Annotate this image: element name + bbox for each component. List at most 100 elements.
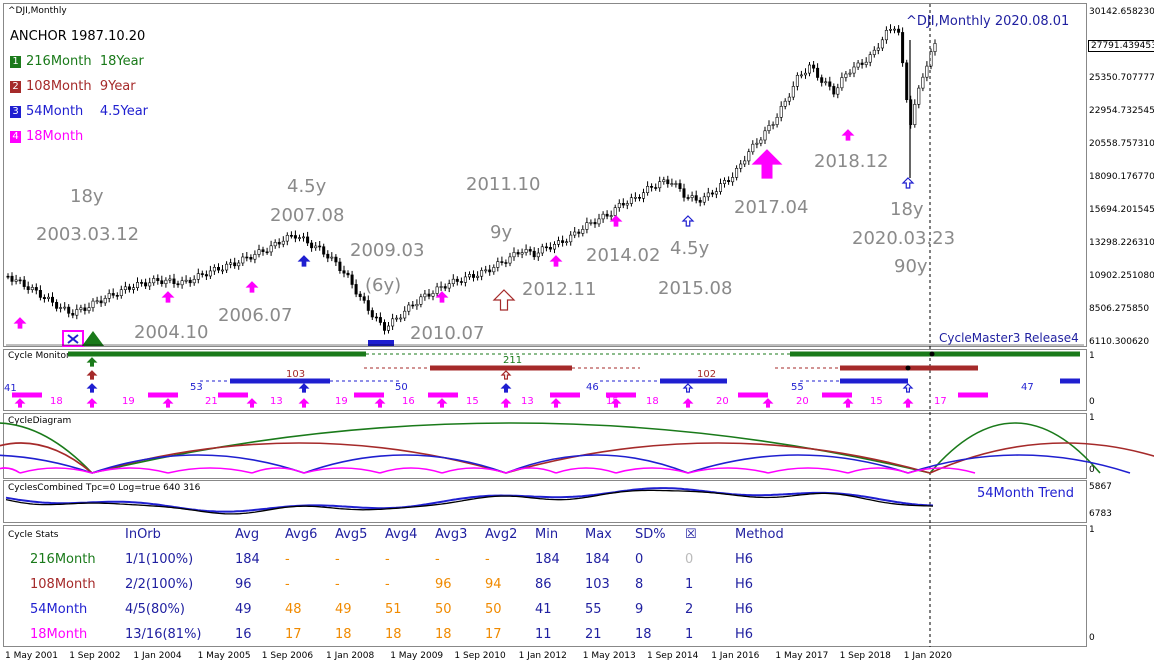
candle-body <box>516 252 520 255</box>
cycle-arrow-icon <box>902 383 914 393</box>
candle-body <box>386 325 390 331</box>
cycle-arc <box>907 454 1131 474</box>
stats-cell: 1 <box>685 577 694 592</box>
price-tick: 13298.226310 <box>1089 238 1154 248</box>
candle-body <box>455 278 459 282</box>
candle-body <box>140 282 144 284</box>
candle-body <box>577 231 581 234</box>
candle-body <box>824 81 828 84</box>
stats-header: Avg2 <box>485 527 518 542</box>
stats-cell: 50 <box>485 602 502 617</box>
stats-header: Method <box>735 527 784 542</box>
candle-body <box>306 236 310 244</box>
candle-body <box>561 240 565 243</box>
current-price-tag: 27791.439453 <box>1088 40 1154 52</box>
candle-body <box>79 307 83 310</box>
cycle-box-icon <box>67 334 79 344</box>
chart-title-right: ^DJI,Monthly 2020.08.01 <box>906 14 1070 29</box>
candle-body <box>597 218 601 225</box>
stats-header: SD% <box>635 527 666 542</box>
candle-body <box>694 195 698 201</box>
candle-body <box>763 130 767 141</box>
annotation: 2006.07 <box>218 305 293 326</box>
candle-body <box>803 72 807 76</box>
time-tick: 1 Sep 2018 <box>839 651 891 661</box>
cycle-arrow-icon <box>86 370 98 380</box>
candle-body <box>342 270 346 274</box>
annotation: 4.5y <box>670 238 710 259</box>
candle-body <box>625 203 629 206</box>
candle-body <box>718 183 722 192</box>
trend-label: 54Month Trend <box>977 486 1074 501</box>
stats-cell: 51 <box>385 602 402 617</box>
candle-body <box>471 274 475 278</box>
candle-body <box>832 86 836 95</box>
cycle-number: 211 <box>503 355 523 366</box>
candle-body <box>152 278 156 284</box>
candle-body <box>905 62 909 101</box>
cycle-arc <box>505 442 931 474</box>
candle-body <box>273 242 277 247</box>
candle-body <box>706 192 710 198</box>
candle-body <box>168 278 172 281</box>
candle-body <box>14 279 18 282</box>
price-tick: 22954.732545 <box>1089 106 1154 116</box>
stats-cell: H6 <box>735 577 754 592</box>
candle-body <box>334 256 338 263</box>
time-tick: 1 May 2009 <box>390 651 444 661</box>
stats-cell: 94 <box>485 577 502 592</box>
candle-body <box>123 286 127 290</box>
cycle-arrow-icon <box>762 398 774 408</box>
candle-body <box>864 61 868 65</box>
candle-body <box>637 197 641 199</box>
annotation: 2010.07 <box>410 323 485 344</box>
cycle-arc <box>907 467 976 474</box>
price-tick: 8506.275850 <box>1089 304 1150 314</box>
annotation: 9y <box>490 222 513 243</box>
combined-scale: 5867 6783 <box>1089 482 1112 519</box>
cycle-arrow-icon <box>550 398 562 408</box>
legend-box: 1 <box>10 55 21 68</box>
cycle-stats-pane[interactable] <box>3 525 1087 647</box>
cycle-arc <box>555 467 617 474</box>
cycle-arrow-icon <box>161 291 175 303</box>
candle-body <box>144 282 148 287</box>
candle-body <box>856 62 860 68</box>
candle-body <box>10 275 14 282</box>
candle-body <box>727 180 731 182</box>
annotation: 90y <box>894 256 928 277</box>
candle-body <box>374 316 378 319</box>
candle-body <box>358 293 362 298</box>
candle-body <box>156 278 160 281</box>
legend-box: 4 <box>10 130 21 143</box>
cycle-stats-title: Cycle Stats <box>8 530 59 540</box>
cycles-combined-pane[interactable] <box>3 480 1087 523</box>
candle-body <box>71 312 75 316</box>
candle-body <box>573 231 577 236</box>
candle-body <box>318 245 322 248</box>
candle-body <box>755 142 759 145</box>
candle-body <box>99 300 103 304</box>
candle-body <box>670 183 674 185</box>
candle-body <box>314 245 318 249</box>
candle-body <box>844 73 848 78</box>
candle-body <box>609 215 613 217</box>
time-tick: 1 Sep 2002 <box>69 651 121 661</box>
candle-body <box>42 297 46 299</box>
candle-body <box>484 269 488 272</box>
stats-header: InOrb <box>125 527 161 542</box>
candle-body <box>103 297 107 304</box>
candle-body <box>860 62 864 65</box>
cycle-arrow-icon <box>86 398 98 408</box>
candle-body <box>435 286 439 294</box>
candle-body <box>148 282 152 287</box>
time-tick: 1 May 2001 <box>5 651 58 661</box>
cycle-monitor-title: Cycle Monitor <box>8 351 70 361</box>
candle-body <box>362 296 366 301</box>
candle-body <box>443 286 447 289</box>
stats-header: Max <box>585 527 612 542</box>
candle-body <box>779 106 783 118</box>
candle-body <box>59 307 63 309</box>
candle-body <box>500 261 504 263</box>
candle-body <box>293 235 297 239</box>
